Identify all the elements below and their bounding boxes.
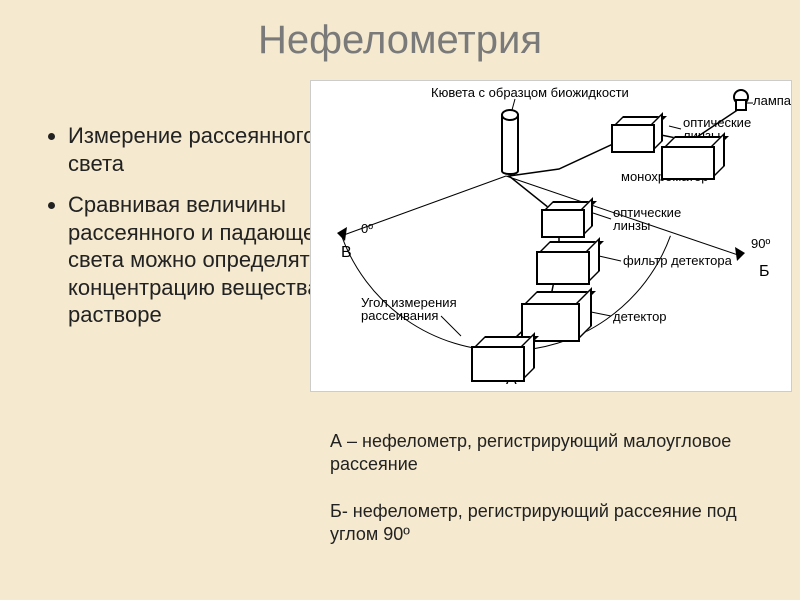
bullet-item: Измерение рассеянного света [68,122,338,177]
box-detector-A [471,336,531,378]
box-filter [536,241,596,281]
label-cuvette: Кювета с образцом биожидкости [431,85,629,100]
bullet-item: Сравнивая величины рассеянного и падающе… [68,191,338,329]
box-lenses-top [611,116,659,149]
nephelometer-diagram: Кювета с образцом биожидкости лампа опти… [310,80,792,392]
box-lenses-mid [541,201,589,234]
legend-A: А – нефелометр, регистрирующий малоуглов… [330,430,770,475]
box-monochromator [661,136,721,176]
label-filter: фильтр детектора [623,253,732,268]
lamp-icon [731,89,747,111]
legend-B: Б- нефелометр, регистрирующий рассеяние … [330,500,770,545]
label-90deg: 90º [751,236,770,251]
label-V: В [341,244,352,262]
label-B: Б [759,263,770,281]
label-0deg: 0º [361,221,373,236]
cuvette [501,111,519,175]
label-lamp: лампа [753,93,791,108]
bullet-list: Измерение рассеянного света Сравнивая ве… [28,122,338,343]
page-title: Нефелометрия [0,18,800,63]
label-angle: Угол измерения рассеивания [361,296,471,322]
box-detector [521,291,588,338]
label-detector: детектор [613,309,667,324]
label-lenses2: оптические линзы [613,206,713,232]
